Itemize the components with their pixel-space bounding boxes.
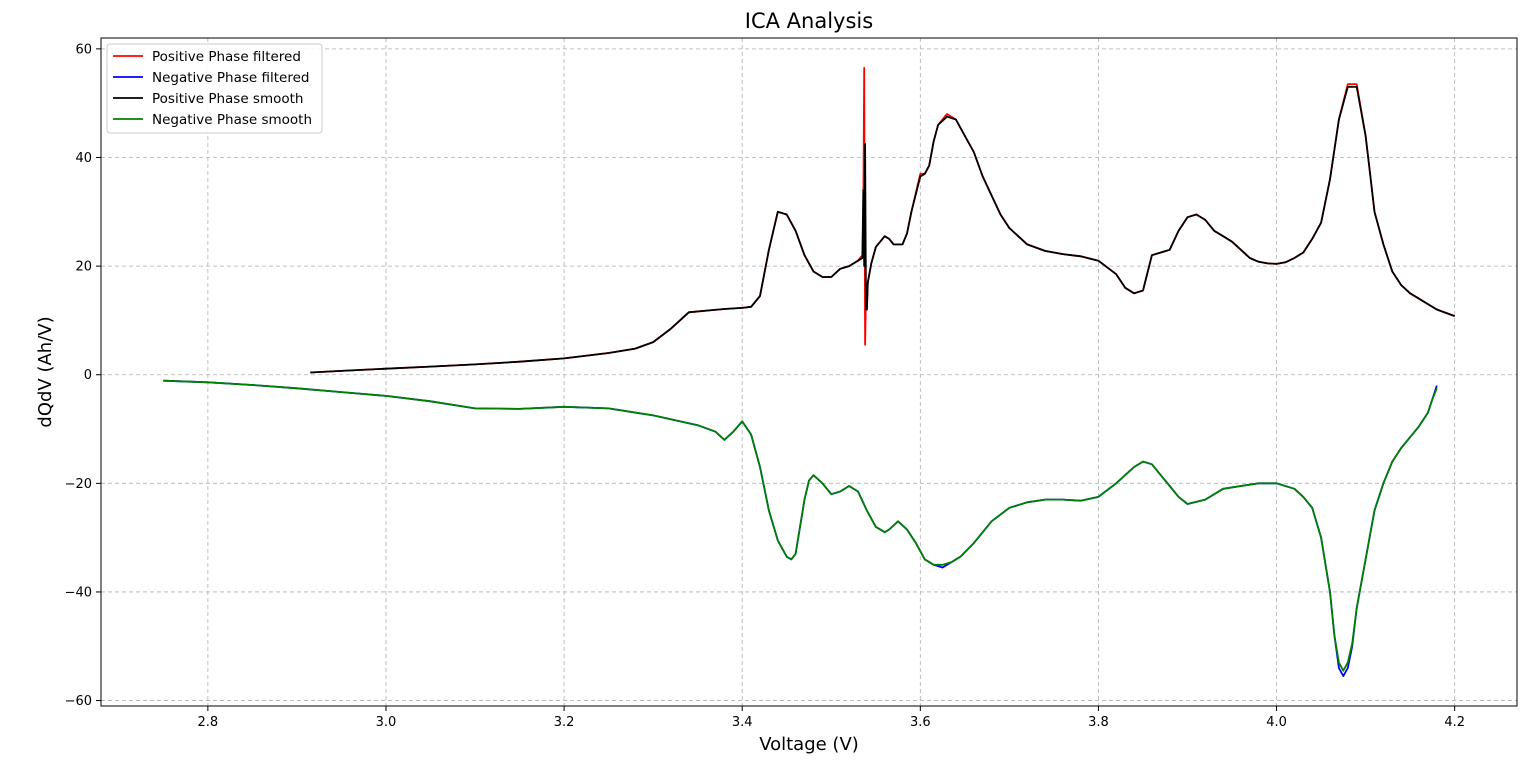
x-tick-label: 3.8 [1088,715,1109,730]
plot-frame [100,37,1518,707]
x-tick-label: 4.0 [1266,715,1287,730]
ticks: 2.8 3.0 3.2 3.4 3.6 3.8 4.0 4.2 −60 −40 −20 0 20 40 60 [65,42,1465,730]
legend: Positive Phase filtered Negative Phase fi… [106,43,323,134]
legend-label: Positive Phase filtered [152,49,301,65]
legend-label: Positive Phase smooth [152,91,304,107]
series-group [163,67,1456,677]
y-tick-label: −60 [65,694,92,709]
series-line-4 [163,379,1438,672]
x-tick-label: 3.4 [732,715,753,730]
chart-title: ICA Analysis [745,9,873,33]
x-tick-label: 4.2 [1444,715,1465,730]
series-line-3 [310,86,1456,374]
x-axis-label: Voltage (V) [759,734,859,755]
grid [101,38,1517,706]
x-tick-label: 3.6 [910,715,931,730]
legend-label: Negative Phase smooth [152,112,312,128]
y-tick-label: 0 [84,368,92,383]
x-tick-label: 3.0 [376,715,397,730]
y-tick-label: 60 [75,42,92,57]
legend-box [106,43,323,134]
y-tick-label: −20 [65,477,92,492]
y-tick-label: 20 [75,260,92,275]
x-tick-label: 2.8 [198,715,219,730]
legend-label: Negative Phase filtered [152,70,309,86]
y-tick-label: −40 [65,585,92,600]
y-tick-label: 40 [75,151,92,166]
x-tick-label: 3.2 [554,715,575,730]
y-axis-label: dQdV (Ah/V) [35,316,56,427]
